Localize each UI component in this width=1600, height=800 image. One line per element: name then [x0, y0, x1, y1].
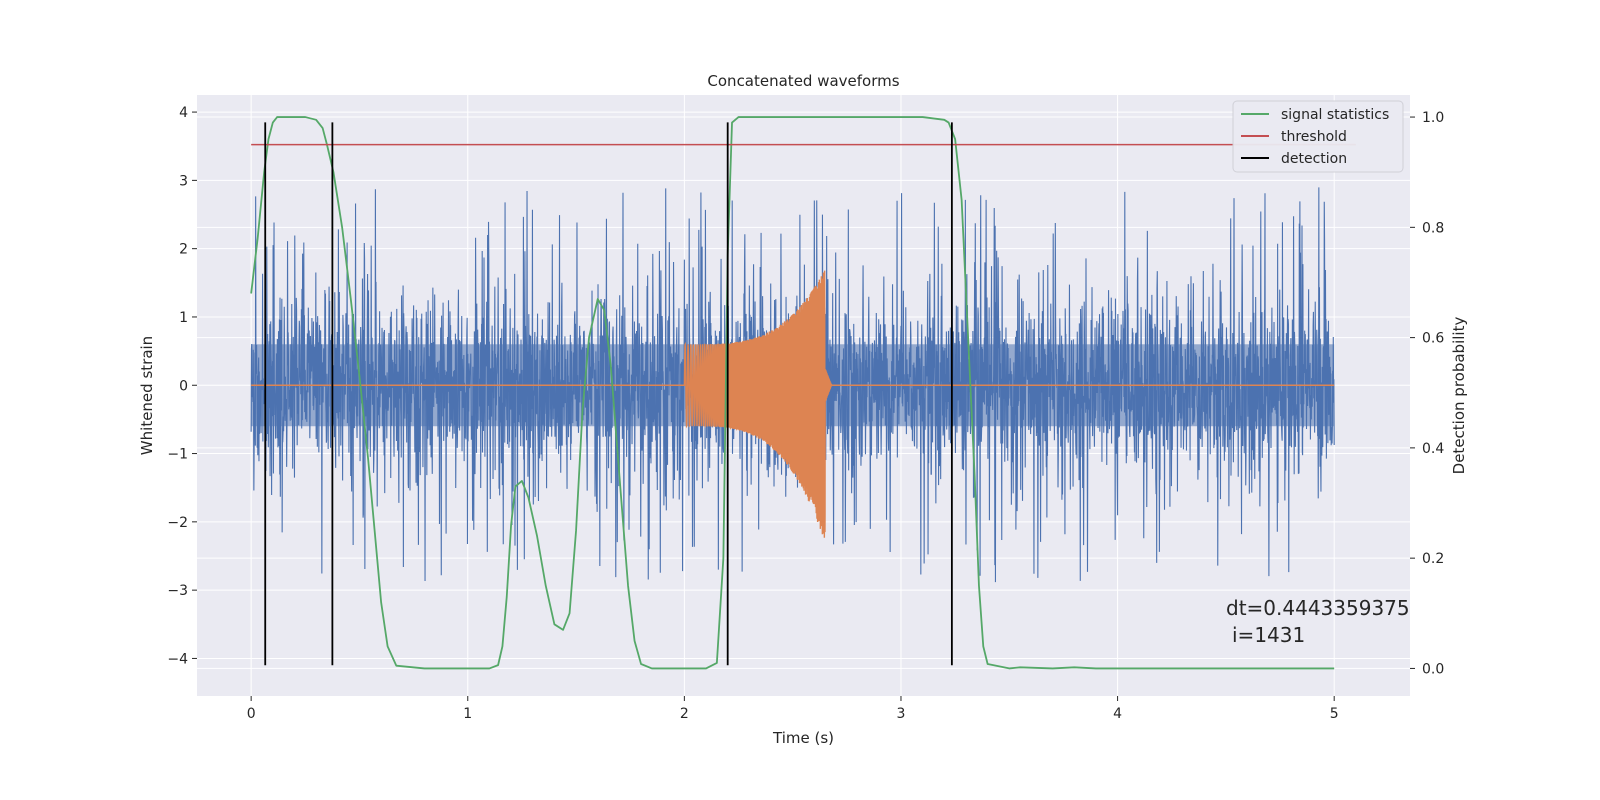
series-injected-chirp [251, 270, 1335, 538]
x-tick-label: 5 [1330, 706, 1339, 722]
y-tick-label: −3 [167, 583, 188, 599]
y-axis-label-left: Whitened strain [138, 336, 156, 455]
annotation-index: i=1431 [1232, 623, 1305, 647]
y2-tick-label: 0.4 [1422, 441, 1444, 457]
x-tick-label: 2 [680, 706, 689, 722]
chart-title: Concatenated waveforms [707, 72, 899, 90]
x-tick-label: 1 [463, 706, 472, 722]
y-axis-label-right: Detection probability [1450, 317, 1468, 475]
x-tick-label: 3 [897, 706, 906, 722]
y2-tick-label: 0.0 [1422, 661, 1444, 677]
x-axis-label: Time (s) [772, 729, 834, 747]
annotation-dt: dt=0.4443359375 [1226, 596, 1410, 620]
series-signal-statistics [250, 116, 1335, 670]
y-tick-label: 2 [179, 242, 188, 258]
y-tick-label: 1 [179, 310, 188, 326]
x-tick-label: 0 [247, 706, 256, 722]
axes: 0 1 2 3 4 5 −4 −3 −2 −1 0 1 2 3 4 0.0 0.2 0.4 0.6 0.8 1.0 [167, 105, 1444, 722]
y-tick-label: 0 [179, 378, 188, 394]
y-tick-label: 3 [179, 173, 188, 189]
legend-box [1232, 100, 1404, 173]
x-tick-label: 4 [1113, 706, 1122, 722]
y2-tick-label: 1.0 [1422, 110, 1444, 126]
y-tick-label: 4 [179, 105, 188, 121]
y-tick-label: −4 [167, 651, 188, 667]
series-layer [250, 116, 1356, 670]
y2-tick-label: 0.2 [1422, 551, 1444, 567]
legend-entry-detection: detection [1281, 151, 1347, 167]
legend-entry-signal-statistics: signal statistics [1281, 107, 1389, 123]
y2-tick-label: 0.6 [1422, 331, 1444, 347]
legend-entry-threshold: threshold [1281, 129, 1347, 145]
y-tick-label: −1 [167, 447, 188, 463]
y-tick-label: −2 [167, 515, 188, 531]
legend: signal statistics threshold detection [1232, 100, 1404, 173]
y2-tick-label: 0.8 [1422, 220, 1444, 236]
